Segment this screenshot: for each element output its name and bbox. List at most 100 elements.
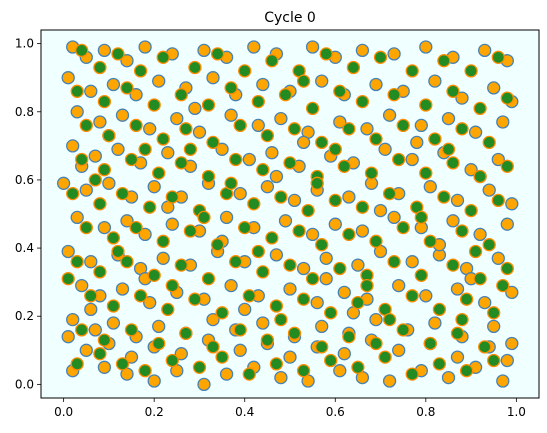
data-point [188,101,202,116]
data-point [437,190,451,204]
data-point [482,238,496,252]
data-point [333,115,347,129]
data-point [441,142,456,156]
data-point [75,323,89,337]
data-point [387,255,401,269]
data-point [364,166,379,180]
data-point [201,169,216,184]
data-point [496,374,510,388]
data-point [351,258,365,272]
data-point [66,312,80,327]
data-point [487,306,501,320]
data-point [93,265,107,279]
data-point [369,132,383,146]
data-point [342,330,356,344]
data-point [206,340,220,354]
data-point [260,180,275,194]
data-point [496,115,510,129]
data-point [120,255,134,269]
data-point [387,210,401,225]
data-point [342,122,356,136]
data-point [468,125,483,139]
data-point [229,152,243,167]
data-point [179,122,193,136]
data-point [70,255,84,269]
data-point [70,210,84,225]
data-point [346,60,361,75]
data-point [333,261,347,276]
x-tick-label: 1.0 [507,405,526,419]
data-point [369,234,383,248]
data-point [373,203,388,218]
data-point [233,186,247,201]
data-point [305,40,320,54]
data-point [124,152,139,167]
data-point [70,357,84,371]
data-point [419,98,433,112]
data-point [206,135,220,150]
data-point [152,336,166,351]
data-point [97,94,112,109]
data-point [414,268,428,282]
y-tick-label: 0.0 [15,377,34,391]
data-point [455,122,469,136]
data-point [491,251,505,265]
data-point [183,224,198,238]
data-point [283,350,297,364]
data-point [296,74,311,88]
data-point [405,255,419,269]
data-point [61,244,75,259]
data-point [174,347,188,361]
data-point [450,350,465,364]
data-point [179,326,193,340]
data-point [93,60,107,75]
data-point [224,81,238,95]
data-point [296,261,311,276]
data-point [319,272,333,286]
data-point [210,238,225,252]
data-point [382,312,397,327]
chart-title: Cycle 0 [264,10,316,26]
data-point [138,364,152,378]
data-point [70,84,84,98]
points-layer [56,40,519,392]
data-point [233,343,247,357]
data-point [464,64,478,78]
data-point [337,347,351,361]
data-point [355,224,370,238]
data-point [84,289,98,303]
data-point [238,64,252,78]
data-point [165,278,179,293]
data-point [423,234,437,248]
data-point [382,374,397,388]
data-point [473,272,487,286]
data-point [450,282,465,296]
data-point [287,193,302,208]
data-point [111,244,125,259]
data-point [133,289,148,303]
data-point [88,149,102,163]
data-point [382,186,397,201]
data-point [500,353,514,368]
y-tick-label: 0.6 [15,173,34,187]
data-point [156,234,170,248]
data-point [215,306,229,320]
data-point [491,193,505,208]
data-point [319,47,333,61]
data-point [93,347,107,361]
y-tick-label: 0.4 [15,241,34,255]
data-point [405,64,419,78]
data-point [355,94,370,109]
data-point [446,84,460,98]
data-point [328,193,342,208]
data-point [197,377,211,392]
data-point [66,186,80,201]
data-point [93,115,107,129]
data-point [161,146,175,160]
data-point [120,54,134,68]
data-point [233,118,247,133]
data-point [428,316,442,330]
data-point [378,350,392,364]
data-point [450,193,465,208]
data-point [115,108,130,122]
